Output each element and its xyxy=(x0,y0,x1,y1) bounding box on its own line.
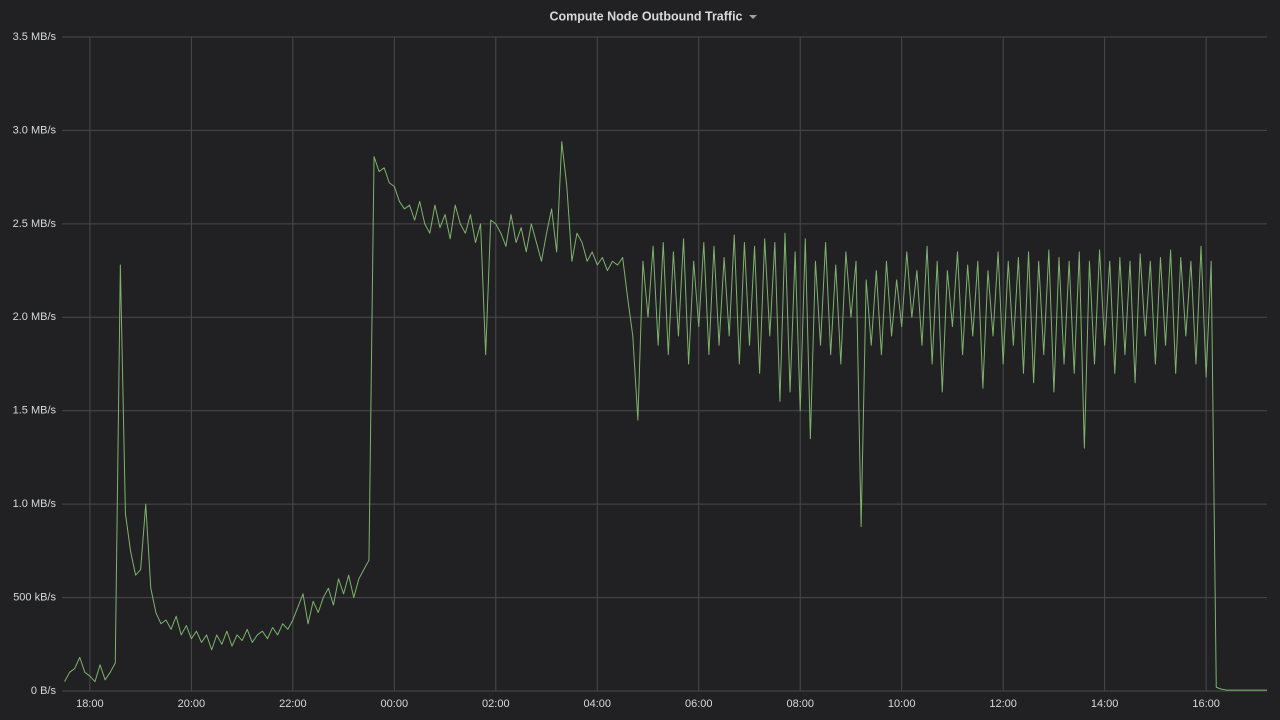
x-tick-label: 10:00 xyxy=(888,698,916,710)
title-menu-caret[interactable] xyxy=(749,15,757,19)
y-tick-label: 1.0 MB/s xyxy=(13,498,57,510)
y-tick-label: 500 kB/s xyxy=(13,591,56,603)
x-tick-label: 04:00 xyxy=(584,698,612,710)
x-tick-label: 06:00 xyxy=(685,698,713,710)
x-tick-label: 18:00 xyxy=(76,698,104,710)
x-tick-label: 16:00 xyxy=(1192,698,1220,710)
x-tick-label: 00:00 xyxy=(381,698,409,710)
y-tick-label: 0 B/s xyxy=(31,685,57,697)
x-tick-label: 14:00 xyxy=(1091,698,1119,710)
x-tick-label: 02:00 xyxy=(482,698,510,710)
chart-title[interactable]: Compute Node Outbound Traffic xyxy=(549,9,742,23)
x-tick-label: 20:00 xyxy=(178,698,206,710)
y-tick-label: 2.5 MB/s xyxy=(13,218,57,230)
y-tick-label: 3.0 MB/s xyxy=(13,124,57,136)
y-tick-label: 2.0 MB/s xyxy=(13,311,57,323)
x-tick-label: 08:00 xyxy=(786,698,814,710)
y-tick-label: 1.5 MB/s xyxy=(13,405,57,417)
y-tick-label: 3.5 MB/s xyxy=(13,31,57,43)
series-line xyxy=(64,141,1267,691)
x-tick-label: 12:00 xyxy=(989,698,1017,710)
x-tick-label: 22:00 xyxy=(279,698,307,710)
